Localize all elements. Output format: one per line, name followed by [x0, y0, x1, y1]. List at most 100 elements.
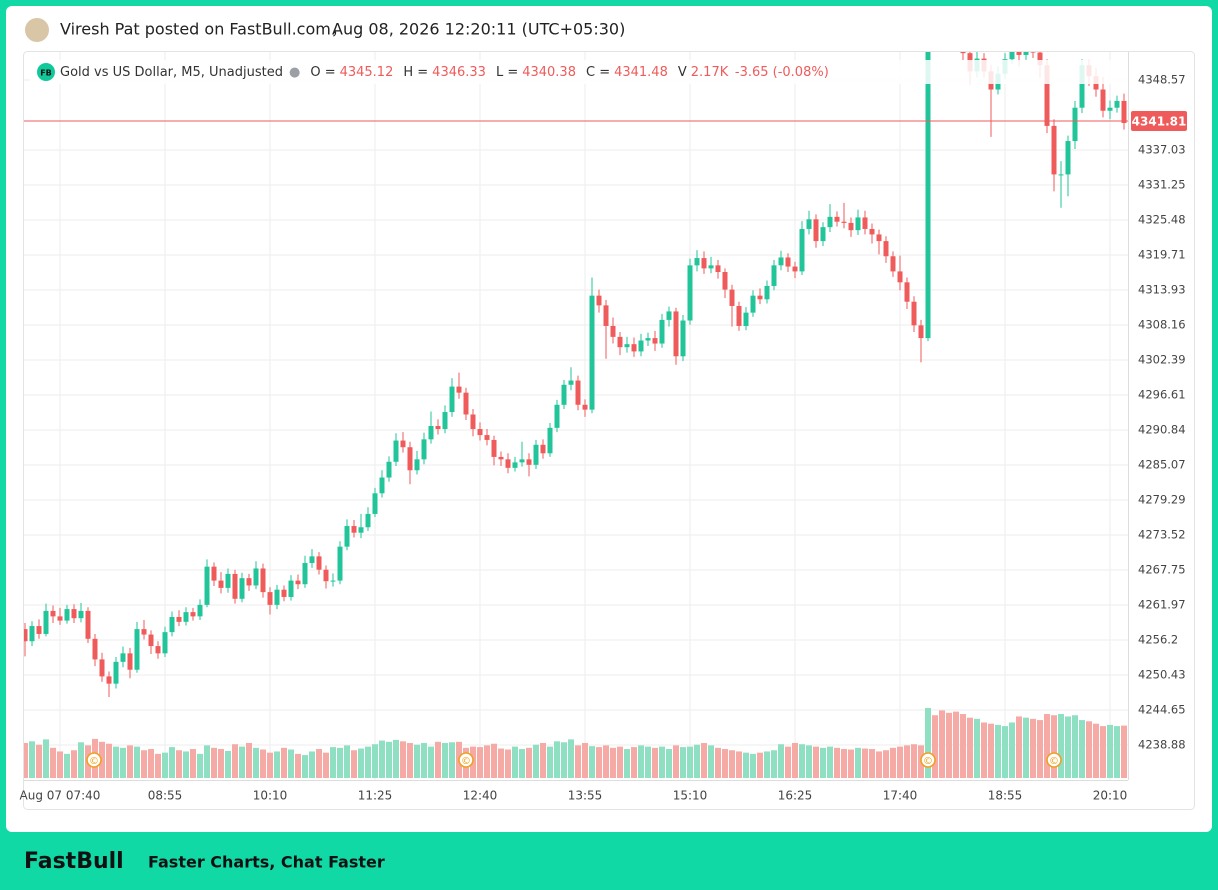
candle-body: [372, 493, 378, 514]
candle-body: [1079, 65, 1085, 108]
volume-bar: [820, 747, 826, 778]
volume-bar: [834, 747, 840, 778]
y-tick-label: 4337.03: [1138, 142, 1186, 156]
volume-bar: [99, 741, 105, 778]
candle-body: [302, 563, 308, 585]
volume-bar: [218, 749, 224, 778]
legend-open: 4345.12: [340, 65, 394, 80]
candle-body: [764, 285, 770, 300]
volume-bar: [722, 749, 728, 778]
candle-body: [575, 380, 581, 405]
volume-bar: [862, 748, 868, 778]
candle-body: [113, 661, 119, 684]
volume-bar: [526, 747, 532, 778]
volume-bar: [792, 743, 798, 778]
volume-bar: [211, 747, 217, 778]
candle-body: [358, 527, 364, 533]
volume-bar: [323, 752, 329, 778]
volume-bar: [134, 746, 140, 778]
volume-bar: [1093, 723, 1099, 778]
y-tick-label: 4290.84: [1138, 423, 1186, 437]
volume-bar: [519, 749, 525, 778]
volume-bar: [351, 750, 357, 778]
volume-bar: [708, 745, 714, 778]
candle-body: [78, 610, 84, 619]
volume-bar: [281, 747, 287, 778]
y-tick-label: 4244.65: [1138, 703, 1186, 717]
volume-bar: [183, 751, 189, 778]
chart-frame: [23, 51, 1195, 810]
candle-body: [85, 610, 91, 639]
candle-body: [1058, 174, 1064, 176]
candle-body: [785, 257, 791, 267]
y-tick-label: 4348.57: [1138, 73, 1186, 87]
candle-body: [806, 219, 812, 229]
volume-bar: [960, 714, 966, 778]
candle-body: [778, 257, 784, 266]
volume-bar: [645, 746, 651, 778]
volume-bar: [785, 746, 791, 778]
candle-body: [743, 312, 749, 326]
last-price-box: [1131, 110, 1187, 131]
candle-body: [435, 426, 441, 430]
volume-bar: [232, 744, 238, 778]
candle-body: [883, 241, 889, 257]
candle-body: [589, 295, 595, 410]
candle-body: [99, 659, 105, 677]
candle-body: [379, 477, 385, 494]
volume-bar: [1100, 726, 1106, 778]
y-tick-label: 4302.39: [1138, 352, 1186, 366]
candle-body: [1030, 52, 1036, 53]
candle-body: [638, 340, 644, 352]
candle-body: [491, 439, 497, 457]
volume-bar: [925, 708, 931, 778]
volume-bar: [1023, 717, 1029, 778]
last-price-label: 4341.81: [1132, 114, 1187, 128]
candle-body: [92, 638, 98, 660]
volume-bar: [148, 749, 154, 778]
candle-body: [50, 610, 56, 617]
candle-body: [351, 526, 357, 533]
candle-body: [547, 427, 553, 454]
volume-bar: [197, 753, 203, 778]
candle-body: [729, 289, 735, 306]
volume-bar: [589, 746, 595, 778]
candle-body: [855, 217, 861, 231]
y-tick-label: 4238.88: [1138, 738, 1186, 752]
volume-bar: [1121, 725, 1127, 778]
candle-body: [225, 573, 231, 588]
candle-body: [498, 456, 504, 460]
candle-body: [274, 589, 280, 605]
candle-body: [890, 256, 896, 272]
candle-body: [1107, 107, 1113, 111]
legend-low: 4340.38: [522, 65, 576, 80]
volume-bar: [610, 747, 616, 778]
y-tick-label: 4250.43: [1138, 667, 1186, 681]
volume-bar: [841, 749, 847, 778]
candle-body: [288, 580, 294, 597]
candle-body: [841, 221, 847, 223]
volume-bar: [757, 752, 763, 778]
volume-bar: [883, 750, 889, 778]
volume-bar: [379, 740, 385, 778]
volume-bar: [372, 744, 378, 778]
candle-body: [582, 404, 588, 410]
legend-bg: [30, 60, 1130, 84]
candle-body: [596, 295, 602, 306]
volume-bar: [554, 741, 560, 778]
candle-body: [204, 566, 210, 605]
volume-bar: [694, 744, 700, 778]
volume-bar: [190, 749, 196, 778]
candle-body: [610, 325, 616, 337]
legend-open-label: O =: [310, 65, 335, 80]
volume-bar: [575, 745, 581, 778]
y-tick-label: 4256.2: [1138, 633, 1178, 647]
candle-body: [330, 580, 336, 582]
volume-bar: [1051, 715, 1057, 778]
y-tick-label: 4279.29: [1138, 493, 1186, 507]
volume-bar: [547, 746, 553, 778]
volume-bar: [36, 744, 42, 778]
volume-bar: [848, 749, 854, 778]
candle-body: [1016, 52, 1022, 55]
